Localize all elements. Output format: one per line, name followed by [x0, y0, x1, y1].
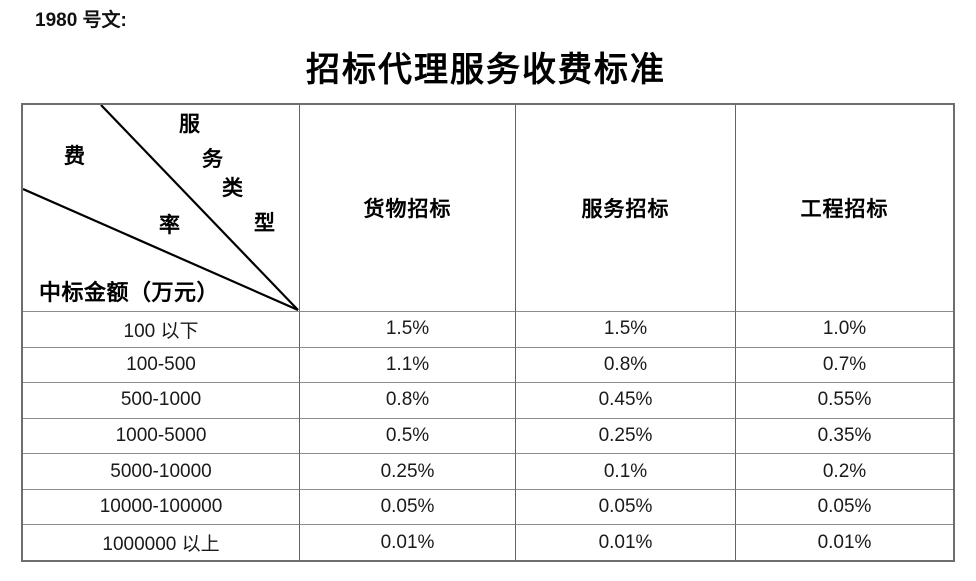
diagonal-line-lower: [23, 187, 299, 311]
engineering-rate-cell: 0.35%: [735, 417, 953, 454]
diagonal-line-upper: [100, 105, 299, 311]
amount-range-cell: 1000000 以上: [23, 524, 299, 560]
doc-number-label: 1980 号文:: [35, 10, 127, 31]
engineering-rate-cell: 1.0%: [735, 311, 953, 347]
row-axis-label: 中标金额（万元）: [39, 280, 220, 305]
diagonal-lines: [23, 105, 299, 311]
corner-label-char: 型: [254, 211, 275, 235]
goods-rate-cell: 0.01%: [299, 524, 515, 560]
engineering-rate-cell: 0.01%: [735, 524, 953, 560]
corner-label-char: 费: [64, 144, 85, 168]
amount-range-cell: 1000-5000: [23, 417, 299, 454]
corner-label-char: 务: [202, 147, 223, 171]
column-header-service-bidding: 服务招标: [515, 105, 735, 311]
amount-range-cell: 5000-10000: [23, 453, 299, 489]
engineering-rate-cell: 0.2%: [735, 453, 953, 489]
engineering-rate-cell: 0.55%: [735, 382, 953, 418]
service-rate-cell: 0.01%: [515, 524, 735, 560]
goods-rate-cell: 0.8%: [299, 382, 515, 418]
column-header-engineering-bidding: 工程招标: [735, 105, 953, 311]
service-rate-cell: 1.5%: [515, 311, 735, 347]
goods-rate-cell: 1.5%: [299, 311, 515, 347]
service-rate-cell: 0.1%: [515, 453, 735, 489]
corner-label-char: 服: [179, 112, 200, 136]
corner-label-char: 类: [222, 176, 243, 200]
service-rate-cell: 0.45%: [515, 382, 735, 418]
goods-rate-cell: 0.5%: [299, 417, 515, 454]
amount-range-cell: 100-500: [23, 346, 299, 383]
engineering-rate-cell: 0.7%: [735, 346, 953, 383]
corner-header-cell: 服 务 类 型 费 率 中标金额（万元）: [23, 105, 299, 311]
amount-range-cell: 10000-100000: [23, 488, 299, 525]
goods-rate-cell: 1.1%: [299, 346, 515, 383]
engineering-rate-cell: 0.05%: [735, 488, 953, 525]
page-title: 招标代理服务收费标准: [306, 52, 666, 89]
corner-label-char: 率: [159, 213, 180, 237]
service-rate-cell: 0.8%: [515, 346, 735, 383]
amount-range-cell: 500-1000: [23, 382, 299, 418]
goods-rate-cell: 0.05%: [299, 488, 515, 525]
column-header-goods-bidding: 货物招标: [299, 105, 515, 311]
amount-range-cell: 100 以下: [23, 311, 299, 347]
goods-rate-cell: 0.25%: [299, 453, 515, 489]
service-rate-cell: 0.25%: [515, 417, 735, 454]
service-rate-cell: 0.05%: [515, 488, 735, 525]
fee-table: 服 务 类 型 费 率 中标金额（万元） 货物招标 服务招标 工程招标 100 …: [21, 103, 955, 562]
